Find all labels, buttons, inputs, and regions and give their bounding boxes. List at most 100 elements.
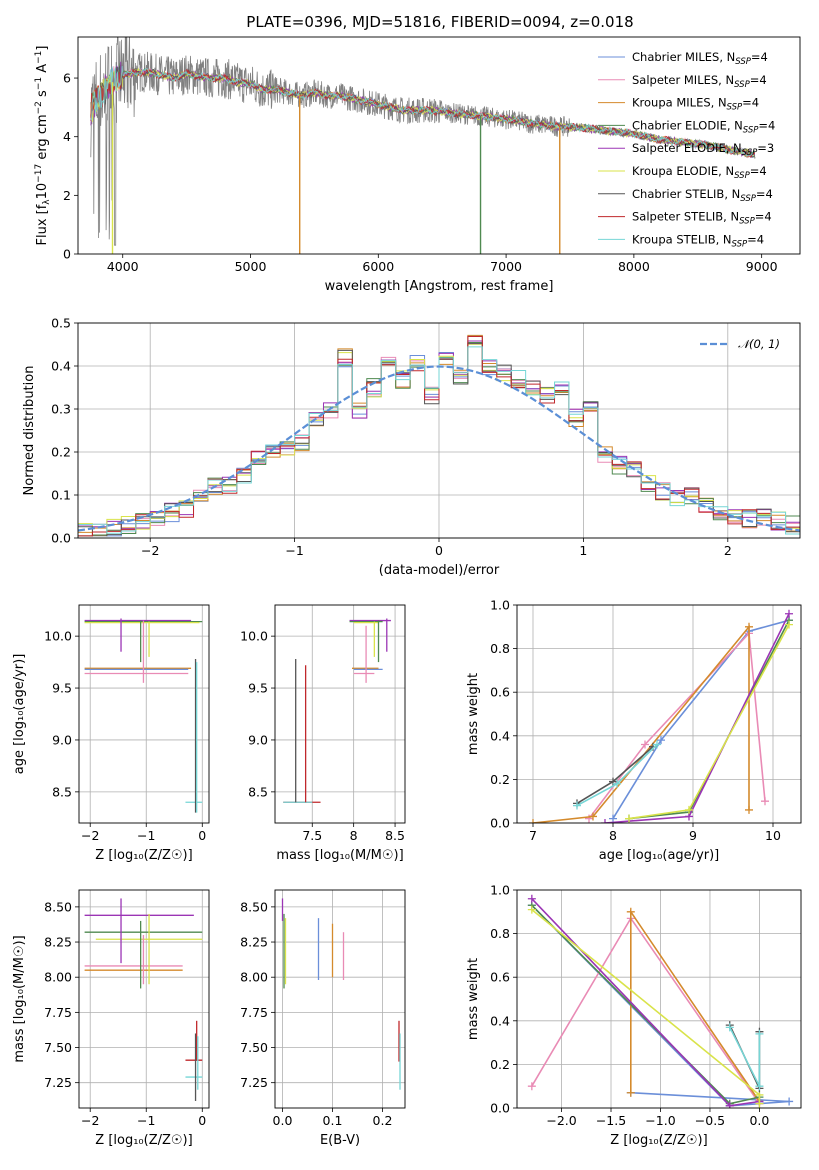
y-tick-label: 0.4 xyxy=(51,359,71,374)
residuals-plot-area xyxy=(78,334,800,538)
mass-vs-EBV-frame xyxy=(274,889,406,1109)
legend-entry: Kroupa ELODIE, NSSP=4 xyxy=(632,164,767,181)
x-tick-label: 0 xyxy=(435,543,443,558)
y-tick-label: 10.0 xyxy=(240,629,268,644)
y-axis-label: Flux [fλ10−17 erg cm−2 s−1 A−1] xyxy=(34,46,52,246)
mass-weight-marker xyxy=(657,736,665,745)
mass-vs-Z-plot-area xyxy=(84,898,203,1101)
x-tick-label: 8 xyxy=(609,828,617,843)
y-axis-label-part: −1 xyxy=(34,77,44,90)
mass-weight-marker xyxy=(641,740,649,749)
y-tick-label: 8.00 xyxy=(240,970,268,985)
x-tick-label: 0.1 xyxy=(323,1113,343,1128)
mass-weight-marker xyxy=(685,805,693,814)
y-tick-label: 9.0 xyxy=(52,732,72,747)
mass-weight-marker xyxy=(527,894,536,903)
y-tick-label: 8.5 xyxy=(248,784,268,799)
massweight-vs-Z-axes: −2.0 −1.5 −1.0 −0.5 0.0 0.0 0.2 0.4 0.6 0.8 1.0 Z [… xyxy=(466,883,801,1148)
y-tick-label: 7.25 xyxy=(44,1075,72,1090)
mass-vs-EBV-plot-area xyxy=(281,898,401,1090)
y-tick-label: 0.3 xyxy=(51,402,71,417)
x-axis-label: E(B-V) xyxy=(320,1133,360,1148)
x-axis-label: Z [log₁₀(Z/Z☉)] xyxy=(610,1133,707,1148)
mass-weight-marker xyxy=(725,1101,734,1108)
mass-weight-marker xyxy=(755,1082,764,1091)
massweight-vs-age-frame xyxy=(516,604,802,824)
age-vs-mass-plot-area xyxy=(283,618,391,803)
x-tick-label: −2 xyxy=(81,1113,99,1128)
y-tick-label: 0.6 xyxy=(490,970,510,985)
y-tick-label: 7.75 xyxy=(44,1005,72,1020)
mass-weight-marker xyxy=(785,1097,794,1106)
x-tick-label: 7 xyxy=(529,828,537,843)
x-tick-label: 8000 xyxy=(618,259,650,274)
x-tick-label: 0.0 xyxy=(749,1113,769,1128)
x-tick-label: 0.0 xyxy=(273,1113,293,1128)
y-tick-label: 9.5 xyxy=(52,681,72,696)
y-tick-label: 0.4 xyxy=(490,1013,510,1028)
mass-weight-marker xyxy=(755,1029,764,1038)
y-axis-label: mass weight xyxy=(466,673,481,755)
x-tick-label: 0 xyxy=(198,1113,206,1128)
x-tick-label: 8 xyxy=(350,828,358,843)
figure-title: PLATE=0396, MJD=51816, FIBERID=0094, z=0… xyxy=(246,13,633,31)
mass-weight-marker xyxy=(601,819,609,823)
legend-entry: Chabrier STELIB, NSSP=4 xyxy=(632,187,773,204)
y-tick-label: 0.2 xyxy=(51,445,71,460)
x-tick-label: −2 xyxy=(81,828,99,843)
y-tick-label: 4 xyxy=(63,129,71,144)
mass-weight-marker xyxy=(589,812,597,821)
y-tick-label: 2 xyxy=(63,188,71,203)
x-tick-label: 10 xyxy=(765,828,781,843)
y-tick-label: 7.75 xyxy=(240,1005,268,1020)
y-axis-label-part: Flux [f xyxy=(35,204,50,245)
x-tick-label: −1 xyxy=(285,543,303,558)
y-axis-label-part: ] xyxy=(35,46,50,51)
mass-weight-line xyxy=(729,1026,761,1087)
mass-vs-EBV-axes: 0.0 0.1 0.2 7.25 7.50 7.75 8.00 8.25 8.50 E(B-V) xyxy=(240,890,405,1148)
x-axis-label: age [log₁₀(age/yr)] xyxy=(599,848,720,863)
spectrum-axes: 4000 5000 6000 7000 8000 9000 0 2 4 6 wavelength [… xyxy=(63,71,778,294)
x-tick-label: 9000 xyxy=(746,259,778,274)
y-tick-label: 7.25 xyxy=(240,1075,268,1090)
residuals-axes: −2 −1 0 1 2 0.0 0.1 0.2 0.3 0.4 0.5 (data-model)/er… xyxy=(22,316,800,578)
massweight-vs-Z-plot-area xyxy=(527,894,794,1108)
y-tick-label: 0.0 xyxy=(490,1101,510,1116)
x-tick-label: −2 xyxy=(141,543,159,558)
y-axis-label-part: −2 xyxy=(34,101,44,114)
x-tick-label: 8.5 xyxy=(385,828,405,843)
legend-entry: Salpeter MILES, NSSP=4 xyxy=(632,73,767,90)
y-axis-label: mass [log₁₀(M/M☉)] xyxy=(12,935,27,1062)
y-axis-label: Normed distribution xyxy=(22,366,37,496)
massweight-vs-age-plot-area xyxy=(529,609,793,823)
age-vs-Z-plot-area xyxy=(84,618,203,813)
y-tick-label: 0.2 xyxy=(490,1057,510,1072)
model-spectrum-line xyxy=(90,66,755,157)
y-tick-label: 7.50 xyxy=(44,1040,72,1055)
y-axis-label-part: 10 xyxy=(35,183,50,200)
spectrum-legend: Chabrier MILES, NSSP=4 Salpeter MILES, NS… xyxy=(598,50,775,249)
age-vs-Z-axes: −2 −1 0 8.5 9.0 9.5 10.0 Z [log₁₀(Z/Z☉)] age [lo… xyxy=(12,605,209,863)
mass-weight-marker xyxy=(745,622,753,631)
y-tick-label: 10.0 xyxy=(44,629,72,644)
y-tick-label: 0.0 xyxy=(51,531,71,546)
x-tick-label: 5000 xyxy=(235,259,267,274)
x-tick-label: −1 xyxy=(137,1113,155,1128)
age-vs-mass-axes: 7.5 8 8.5 8.5 9.0 9.5 10.0 mass [log₁₀(M/M☉)] xyxy=(240,605,405,863)
x-tick-label: 1 xyxy=(579,543,587,558)
age-vs-mass-frame xyxy=(274,604,406,824)
y-axis-label: age [log₁₀(age/yr)] xyxy=(12,654,27,775)
mass-weight-line xyxy=(532,624,750,823)
y-tick-label: 9.0 xyxy=(248,732,268,747)
model-spectrum-line xyxy=(90,67,756,159)
y-tick-label: 0.2 xyxy=(490,772,510,787)
y-tick-label: 7.50 xyxy=(240,1040,268,1055)
x-tick-label: 7000 xyxy=(490,259,522,274)
legend-entry: Kroupa MILES, NSSP=4 xyxy=(632,96,759,113)
mass-weight-marker xyxy=(626,1088,635,1097)
mass-weight-marker xyxy=(613,779,621,788)
mass-weight-marker xyxy=(626,907,635,916)
x-tick-label: −0.5 xyxy=(695,1113,725,1128)
